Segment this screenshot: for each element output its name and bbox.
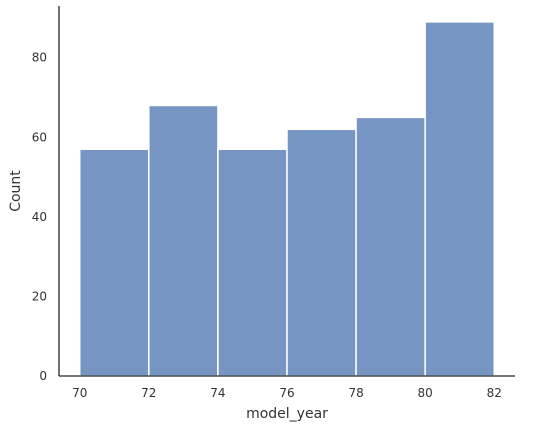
histogram-bar-5 (424, 21, 496, 377)
x-tick-label-3: 76 (279, 386, 294, 400)
x-tick-label-5: 80 (418, 386, 433, 400)
bars-group (78, 21, 496, 377)
histogram-bar-1 (148, 104, 219, 377)
y-axis-label: Count (8, 170, 24, 212)
x-axis-label: model_year (246, 406, 328, 422)
x-tick-label-2: 74 (210, 386, 225, 400)
x-tick-label-0: 70 (72, 386, 87, 400)
x-ticks-group: 70 72 74 76 78 80 82 (72, 386, 502, 400)
histogram-bar-2 (217, 148, 288, 377)
axes-group (58, 6, 515, 377)
x-tick-label-6: 82 (487, 386, 502, 400)
y-tick-label-3: 60 (32, 130, 47, 144)
y-tick-label-2: 40 (32, 210, 47, 224)
y-tick-label-0: 0 (39, 369, 47, 383)
histogram-bar-0 (78, 148, 150, 377)
y-tick-label-1: 20 (32, 289, 47, 303)
histogram-bar-4 (355, 116, 426, 377)
y-tick-label-4: 80 (32, 51, 47, 65)
histogram-bar-3 (286, 128, 357, 377)
y-ticks-group: 0 20 40 60 80 (32, 51, 47, 383)
x-tick-label-4: 78 (348, 386, 363, 400)
x-tick-label-1: 72 (141, 386, 156, 400)
